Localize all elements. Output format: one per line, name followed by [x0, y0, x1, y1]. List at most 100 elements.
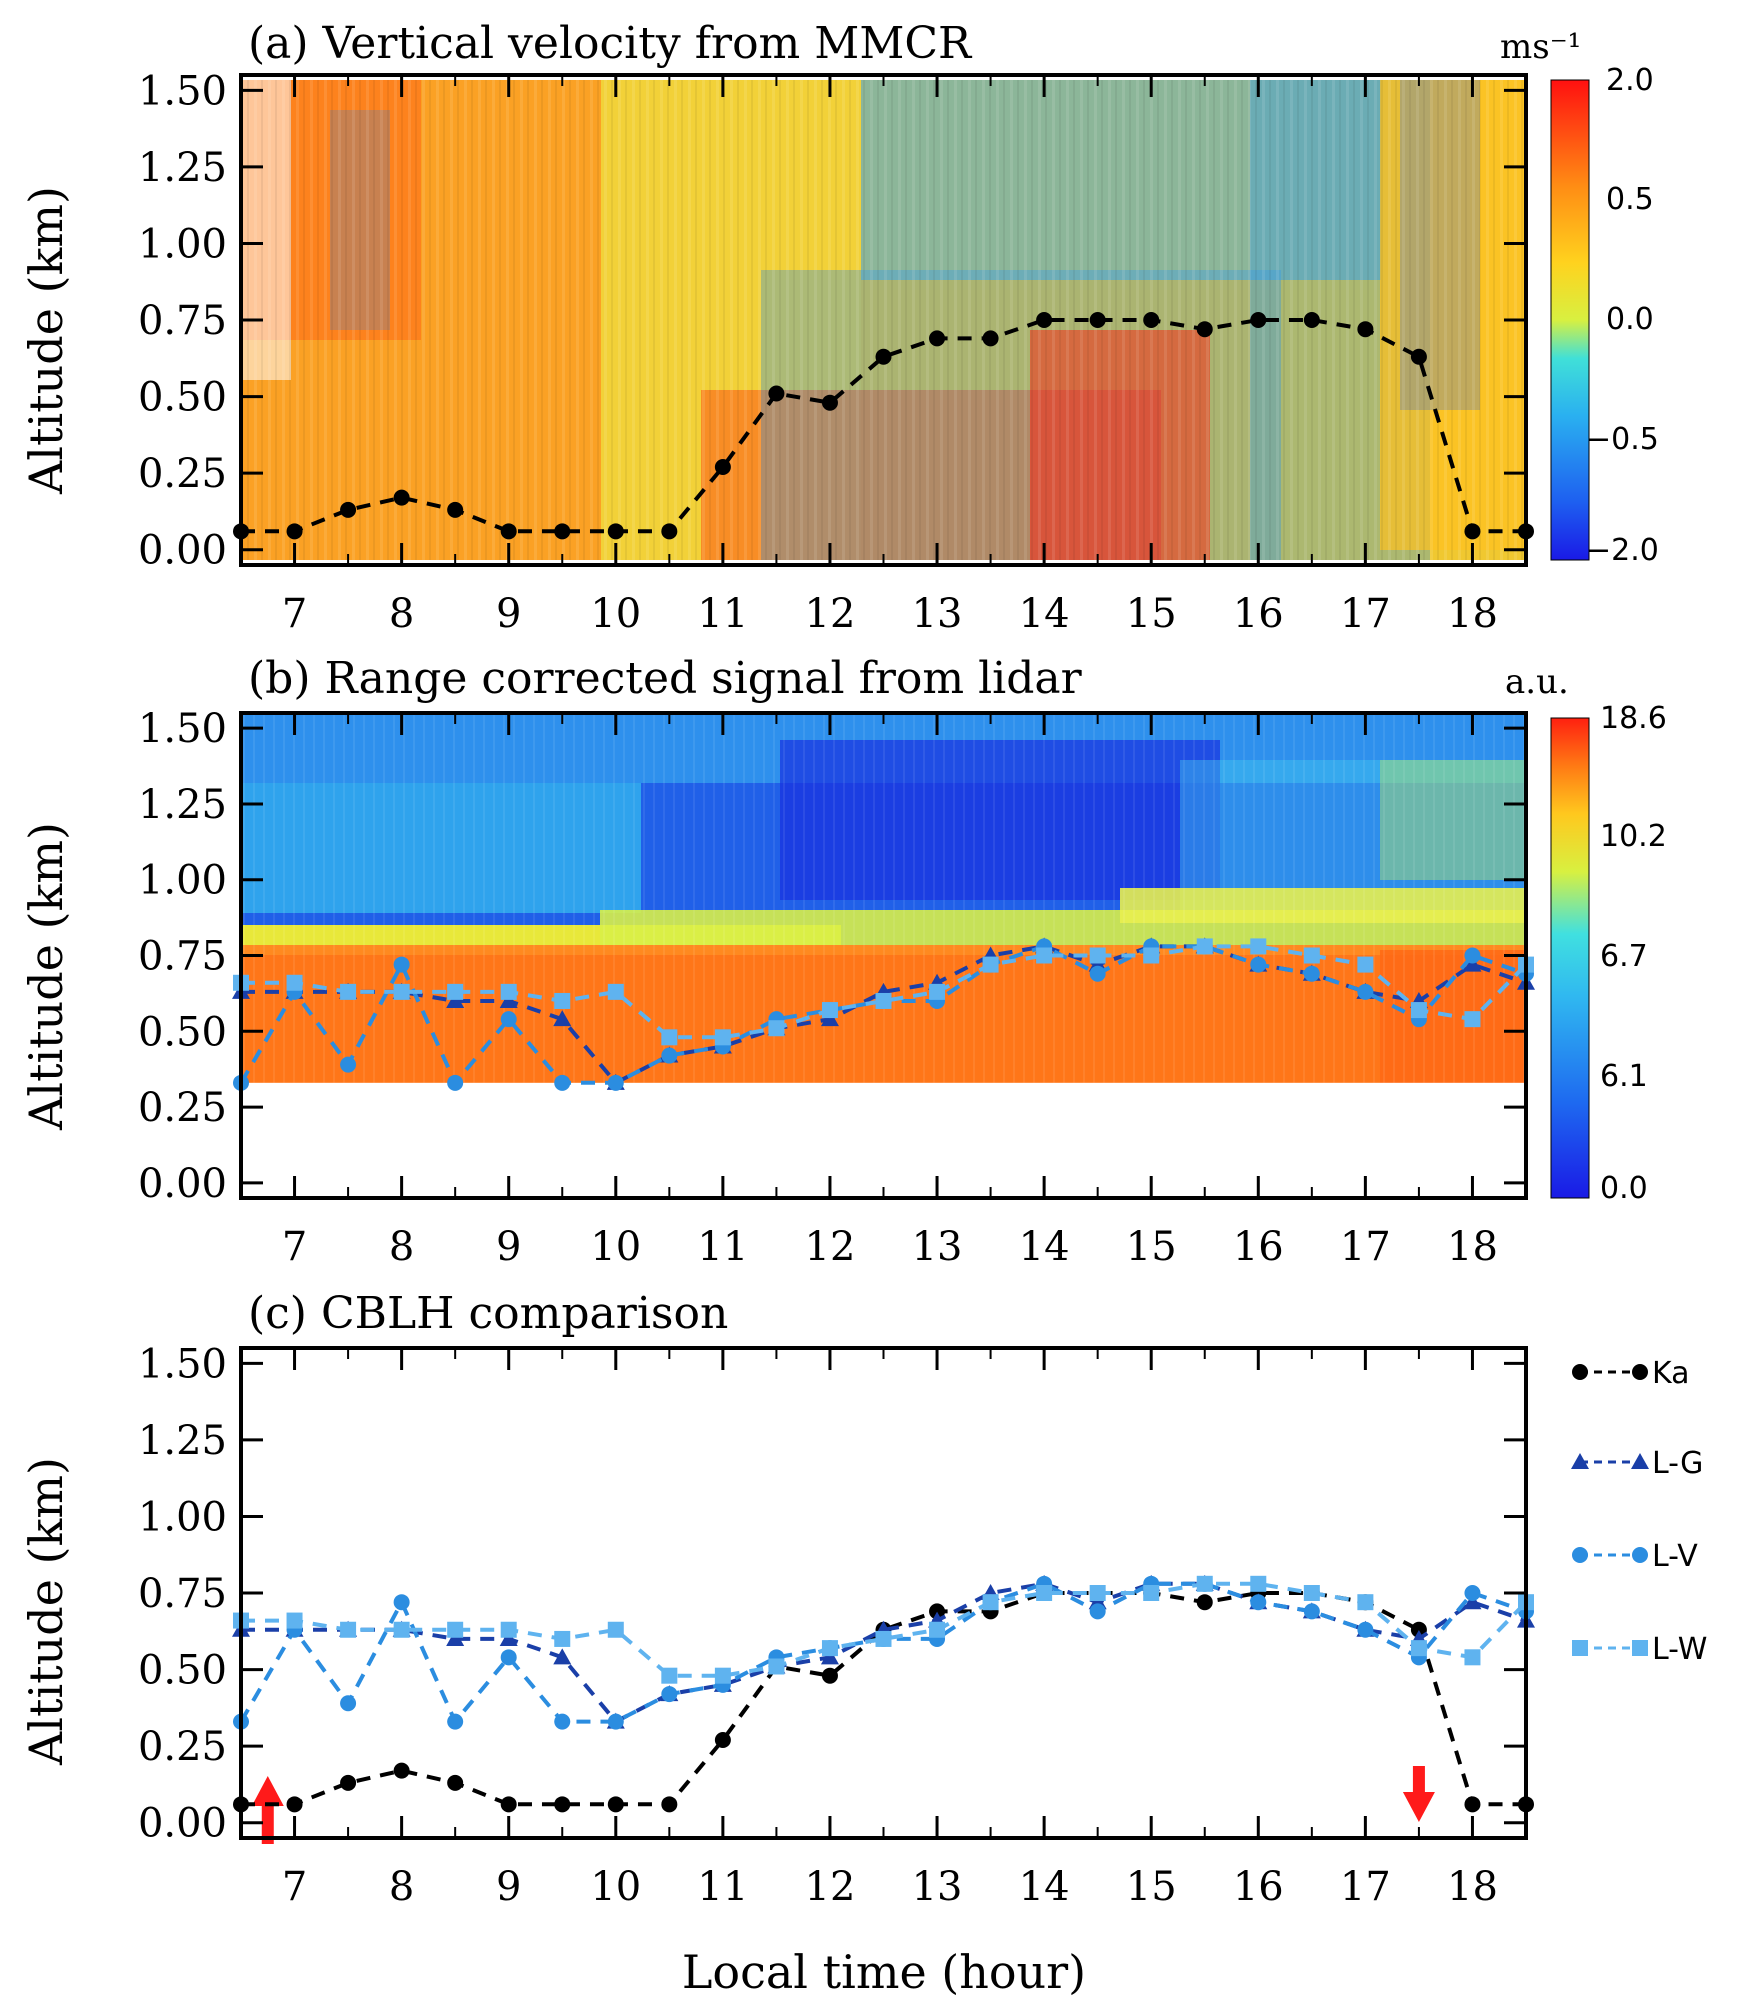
point-l-w	[393, 1621, 410, 1638]
x-tick-label: 13	[912, 1224, 963, 1270]
y-tick-label: 1.50	[138, 68, 227, 114]
point-l-w	[1036, 1585, 1053, 1601]
panel-c-cblh-comparison: (c) CBLH comparison Altitude (km) Local …	[19, 1288, 1707, 1999]
lidar-colorbar: 18.6 10.2 6.7 6.1 0.0	[1550, 701, 1667, 1206]
velocity-heatmap	[241, 80, 1526, 560]
point-l-w	[982, 956, 999, 973]
point-ka	[1250, 312, 1267, 328]
x-tick-label: 16	[1233, 1864, 1284, 1910]
panel-a-ylabel: Altitude (km)	[19, 186, 73, 495]
panel-c-title: (c) CBLH comparison	[248, 1288, 728, 1339]
point-l-w	[1196, 938, 1213, 955]
x-tick-label: 18	[1447, 591, 1498, 637]
point-l-g	[446, 991, 465, 1008]
y-tick-label: 1.25	[138, 145, 227, 191]
red-down-arrow	[1402, 1766, 1435, 1822]
point-ka	[340, 501, 357, 518]
y-tick-label: 1.00	[138, 1494, 227, 1540]
point-l-w	[768, 1020, 785, 1037]
x-tick-label: 11	[697, 1224, 748, 1270]
point-l-w	[1357, 1594, 1374, 1611]
point-l-w	[1410, 1002, 1427, 1019]
y-tick-label: 1.50	[138, 706, 227, 752]
point-l-v	[1464, 1585, 1481, 1601]
x-tick-label: 15	[1126, 1224, 1177, 1270]
point-l-w	[1196, 1575, 1213, 1592]
lidar-no-data-region	[241, 1082, 1526, 1198]
point-ka	[1303, 312, 1320, 328]
lidar-colorbar-label-max: 18.6	[1600, 701, 1667, 736]
panel-b-lidar-signal: (b) Range corrected signal from lidar a.…	[19, 653, 1667, 1270]
point-ka	[393, 1762, 410, 1779]
series-line-l-g	[241, 1581, 1527, 1725]
point-ka	[929, 330, 946, 347]
panel-b-colorbar-unit: a.u.	[1505, 662, 1569, 702]
x-tick-label: 7	[282, 1864, 307, 1910]
x-tick-label: 14	[1019, 1224, 1070, 1270]
point-ka	[821, 394, 838, 411]
x-tick-label: 16	[1233, 1224, 1284, 1270]
y-tick-label: 0.75	[138, 1571, 227, 1617]
velocity-colorbar-label-low: −0.5	[1586, 422, 1659, 457]
y-tick-label: 1.00	[138, 221, 227, 267]
point-ka	[1196, 1594, 1213, 1611]
x-tick-label: 12	[805, 1224, 856, 1270]
point-l-v	[1250, 1594, 1267, 1611]
point-l-v	[500, 1011, 517, 1028]
point-l-v	[1357, 983, 1374, 1000]
panel-c-xlabel: Local time (hour)	[682, 1945, 1086, 1999]
x-tick-label: 9	[496, 591, 521, 637]
x-tick-label: 9	[496, 1224, 521, 1270]
x-tick-label: 17	[1340, 591, 1391, 637]
y-tick-label: 0.00	[138, 528, 227, 574]
velocity-colorbar-label-high: 0.5	[1606, 182, 1654, 217]
point-l-v	[1303, 965, 1320, 982]
x-tick-label: 16	[1233, 591, 1284, 637]
point-ka	[982, 330, 999, 347]
legend-marker	[1572, 1364, 1588, 1380]
y-tick-label: 0.75	[138, 934, 227, 980]
point-l-w	[714, 1667, 731, 1684]
x-tick-label: 18	[1447, 1864, 1498, 1910]
legend-marker	[1632, 1364, 1648, 1380]
point-ka	[929, 1603, 946, 1620]
panel-c-series	[232, 1574, 1535, 1813]
legend-marker	[1571, 1453, 1589, 1469]
panel-c-ylabel: Altitude (km)	[19, 1457, 73, 1766]
lidar-colorbar-label-low: 6.1	[1600, 1059, 1648, 1094]
lidar-colorbar-label-mid: 6.7	[1600, 939, 1648, 974]
red-up-arrow	[251, 1776, 284, 1844]
point-l-v	[1357, 1621, 1374, 1638]
x-tick-label: 10	[590, 591, 641, 637]
point-l-g	[1463, 1593, 1482, 1610]
point-l-v	[1303, 1603, 1320, 1620]
point-ka	[340, 1774, 357, 1791]
x-tick-label: 8	[389, 1864, 414, 1910]
y-tick-label: 0.50	[138, 1009, 227, 1055]
point-l-w	[340, 1621, 357, 1638]
y-tick-label: 0.25	[138, 451, 227, 497]
point-ka	[714, 1732, 731, 1748]
y-tick-label: 1.00	[138, 858, 227, 904]
point-l-g	[553, 1648, 572, 1665]
point-l-w	[1143, 1585, 1160, 1601]
legend-label: L-G	[1652, 1446, 1703, 1481]
point-l-v	[1089, 965, 1106, 982]
point-l-g	[446, 1629, 465, 1646]
point-ka	[1089, 312, 1106, 328]
panel-a-axes: 7 8 9 10 11 12 13 14 15 16 17 18 0.00 0.25 0.50 0.75 1.0…	[138, 68, 1528, 637]
x-tick-label: 15	[1126, 591, 1177, 637]
x-tick-label: 13	[912, 591, 963, 637]
point-l-g	[553, 1010, 572, 1027]
point-ka	[393, 489, 410, 506]
lidar-colorbar-label-min: 0.0	[1600, 1171, 1648, 1206]
point-ka	[607, 523, 624, 540]
legend-marker	[1572, 1547, 1588, 1563]
point-ka	[1464, 523, 1481, 540]
point-l-w	[554, 1630, 571, 1647]
x-tick-label: 10	[590, 1864, 641, 1910]
legend-label: L-V	[1652, 1539, 1698, 1574]
point-l-w	[661, 1029, 678, 1046]
point-l-w	[1143, 947, 1160, 964]
point-l-w	[1303, 1585, 1320, 1601]
